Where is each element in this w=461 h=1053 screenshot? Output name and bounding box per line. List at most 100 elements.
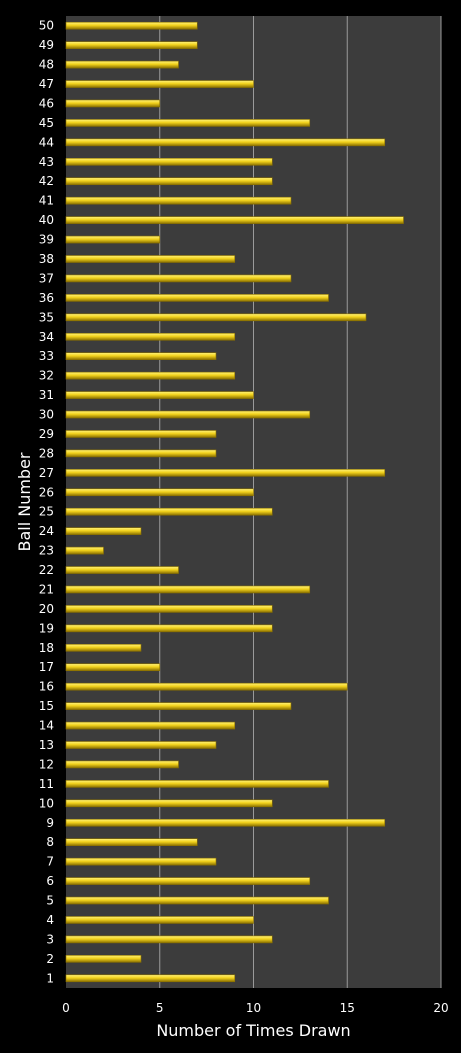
y-tick-label: 19 — [39, 621, 54, 635]
y-tick-label: 37 — [39, 271, 54, 285]
x-tick-label: 10 — [246, 1001, 261, 1015]
y-tick-label: 17 — [39, 660, 54, 674]
y-tick-label: 28 — [39, 446, 54, 460]
y-tick-label: 21 — [39, 582, 54, 596]
bar-ball-35 — [65, 313, 367, 322]
bar-ball-40 — [65, 216, 404, 224]
bar-ball-29 — [65, 430, 217, 438]
y-tick-label: 33 — [39, 349, 54, 363]
bar-ball-20 — [65, 605, 273, 613]
bar-ball-44 — [65, 138, 386, 147]
bar-ball-16 — [65, 682, 348, 691]
x-tick-labels: 0 5 10 15 20 — [62, 1001, 448, 1015]
bar-ball-2 — [65, 955, 142, 963]
bar-ball-6 — [65, 877, 311, 885]
bar-ball-33 — [65, 352, 217, 361]
y-tick-label: 39 — [39, 233, 54, 247]
bar-ball-31 — [65, 391, 254, 399]
bar-ball-28 — [65, 449, 217, 458]
y-tick-label: 11 — [39, 777, 54, 791]
y-tick-label: 45 — [39, 116, 54, 130]
y-tick-label: 20 — [39, 602, 54, 616]
bar-ball-34 — [65, 332, 236, 341]
bar-ball-25 — [65, 507, 273, 516]
y-tick-label: 27 — [39, 466, 54, 480]
bar-ball-1 — [65, 974, 236, 983]
y-tick-label: 16 — [39, 680, 54, 694]
bar-ball-37 — [65, 274, 292, 283]
x-axis-title: Number of Times Drawn — [156, 1021, 350, 1040]
bar-ball-50 — [65, 21, 198, 30]
x-tick-label: 15 — [340, 1001, 355, 1015]
bar-ball-10 — [65, 799, 273, 808]
y-tick-label: 24 — [39, 524, 54, 538]
y-tick-label: 14 — [39, 719, 54, 733]
bar-ball-32 — [65, 371, 236, 380]
bar-ball-24 — [65, 527, 142, 535]
bar-ball-12 — [65, 760, 179, 769]
y-tick-label: 9 — [46, 816, 54, 830]
y-tick-label: 49 — [39, 38, 54, 52]
bar-ball-45 — [65, 119, 311, 127]
bar-ball-43 — [65, 158, 273, 166]
bar-ball-5 — [65, 896, 329, 905]
y-tick-label: 4 — [46, 913, 54, 927]
bar-ball-14 — [65, 721, 236, 730]
bar-ball-17 — [65, 663, 161, 672]
bar-ball-39 — [65, 235, 161, 244]
bar-ball-42 — [65, 177, 273, 186]
y-tick-label: 6 — [46, 874, 54, 888]
x-tick-label: 0 — [62, 1001, 70, 1015]
bar-ball-26 — [65, 488, 254, 497]
y-tick-label: 13 — [39, 738, 54, 752]
y-axis-title: Ball Number — [15, 452, 34, 551]
bar-ball-9 — [65, 818, 386, 827]
x-tick-label: 5 — [156, 1001, 164, 1015]
y-tick-label: 32 — [39, 369, 54, 383]
y-tick-label: 46 — [39, 96, 54, 110]
y-tick-label: 23 — [39, 544, 54, 558]
y-tick-label: 26 — [39, 485, 54, 499]
y-tick-label: 48 — [39, 58, 54, 72]
y-tick-label: 38 — [39, 252, 54, 266]
bar-ball-21 — [65, 585, 311, 594]
bar-ball-48 — [65, 60, 179, 69]
bar-ball-7 — [65, 857, 217, 866]
y-tick-label: 8 — [46, 835, 54, 849]
bar-ball-27 — [65, 469, 386, 477]
y-tick-label: 25 — [39, 505, 54, 519]
y-tick-label: 40 — [39, 213, 54, 227]
bar-ball-47 — [65, 80, 254, 88]
bar-ball-22 — [65, 566, 179, 574]
bar-ball-49 — [65, 41, 198, 49]
y-tick-label: 44 — [39, 135, 54, 149]
bar-ball-15 — [65, 702, 292, 710]
y-tick-label: 47 — [39, 77, 54, 91]
y-tick-label: 7 — [46, 855, 54, 869]
bar-ball-41 — [65, 196, 292, 205]
bar-ball-18 — [65, 643, 142, 652]
y-tick-label: 41 — [39, 194, 54, 208]
bar-ball-38 — [65, 255, 236, 263]
y-tick-label: 35 — [39, 310, 54, 324]
bar-ball-8 — [65, 838, 198, 847]
bar-ball-23 — [65, 546, 104, 555]
y-tick-label: 18 — [39, 641, 54, 655]
y-tick-label: 15 — [39, 699, 54, 713]
bar-ball-13 — [65, 741, 217, 749]
y-tick-label: 5 — [46, 894, 54, 908]
bar-ball-19 — [65, 624, 273, 633]
y-tick-label: 36 — [39, 291, 54, 305]
y-tick-label: 12 — [39, 757, 54, 771]
x-tick-label: 20 — [433, 1001, 448, 1015]
bar-ball-3 — [65, 935, 273, 944]
y-tick-label: 43 — [39, 155, 54, 169]
y-tick-label: 30 — [39, 408, 54, 422]
y-tick-label: 34 — [39, 330, 54, 344]
y-tick-label: 1 — [46, 971, 54, 985]
bar-ball-30 — [65, 410, 311, 419]
y-tick-label: 22 — [39, 563, 54, 577]
bar-ball-46 — [65, 99, 161, 108]
y-tick-label: 2 — [46, 952, 54, 966]
